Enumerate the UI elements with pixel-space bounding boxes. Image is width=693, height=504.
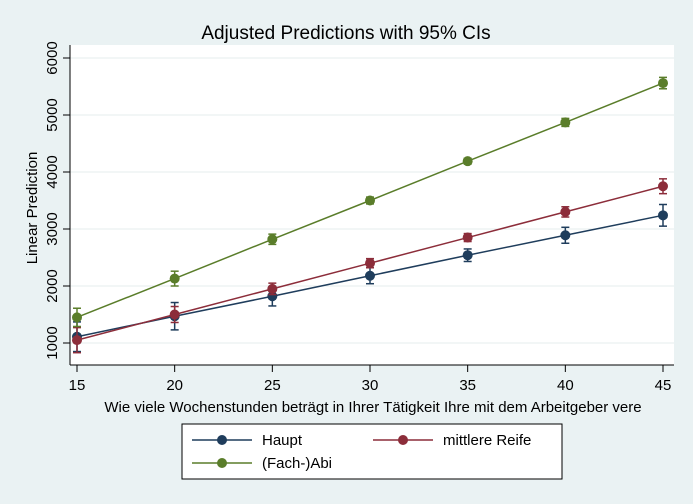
y-tick-label: 2000 <box>44 269 61 302</box>
y-tick-label: 6000 <box>44 41 61 74</box>
data-point <box>169 273 180 284</box>
data-point <box>365 258 375 269</box>
data-point <box>462 250 473 261</box>
series-3 <box>72 76 668 328</box>
data-point <box>462 232 473 243</box>
y-tick-labels: 1000 2000 3000 4000 5000 6000 <box>44 41 61 359</box>
series-2 <box>72 178 668 354</box>
data-point <box>365 270 375 281</box>
data-point <box>560 206 571 217</box>
chart-title: Adjusted Predictions with 95% CIs <box>201 23 490 44</box>
data-point <box>560 117 571 128</box>
legend-marker <box>398 435 408 445</box>
axes <box>63 45 674 372</box>
legend-item: Haupt <box>192 432 303 449</box>
legend-box <box>181 423 563 480</box>
legend-label: mittlere Reife <box>443 432 531 449</box>
legend-label: Haupt <box>262 432 303 449</box>
x-tick-label: 15 <box>69 377 86 394</box>
data-point <box>365 195 375 206</box>
x-tick-label: 30 <box>362 377 379 394</box>
data-point <box>267 283 278 294</box>
x-tick-label: 45 <box>655 377 672 394</box>
data-point <box>72 335 82 346</box>
data-point <box>267 234 278 245</box>
x-tick-label: 25 <box>264 377 281 394</box>
data-point <box>658 78 668 89</box>
legend-marker <box>217 458 227 468</box>
data-point <box>658 210 668 221</box>
x-tick-label: 40 <box>557 377 574 394</box>
data-point <box>560 230 571 241</box>
y-tick-label: 4000 <box>44 155 61 188</box>
legend-item: (Fach-)Abi <box>192 455 332 472</box>
data-point <box>267 291 278 302</box>
y-axis-label: Linear Prediction <box>24 152 41 265</box>
legend: Haupt mittlere Reife (Fach-)Abi <box>181 423 563 480</box>
data-point <box>462 156 473 167</box>
series-group <box>72 76 668 354</box>
data-point <box>169 309 180 320</box>
data-point <box>72 312 82 323</box>
legend-marker <box>217 435 227 445</box>
x-tick-labels: 15 20 25 30 35 40 45 <box>69 377 672 394</box>
y-tick-label: 5000 <box>44 98 61 131</box>
data-point <box>658 181 668 192</box>
x-axis-label: Wie viele Wochenstunden beträgt in Ihrer… <box>104 399 641 416</box>
y-tick-label: 3000 <box>44 212 61 245</box>
legend-item: mittlere Reife <box>373 432 531 449</box>
y-tick-label: 1000 <box>44 326 61 359</box>
legend-label: (Fach-)Abi <box>262 455 332 472</box>
x-tick-label: 20 <box>166 377 183 394</box>
x-tick-label: 35 <box>459 377 476 394</box>
